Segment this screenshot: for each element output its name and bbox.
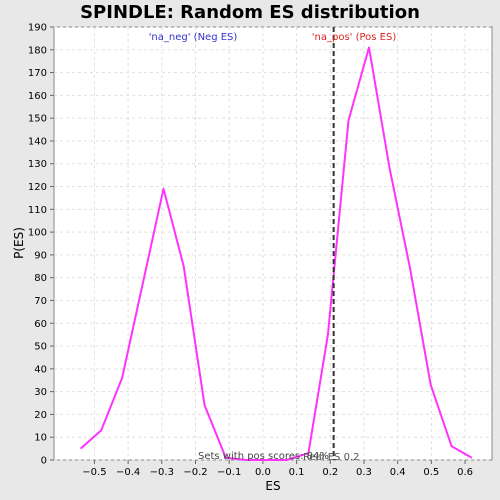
y-tick-label: 50 [34,342,47,353]
x-tick-label: −0.1 [217,467,241,478]
neg-es-label: 'na_neg' (Neg ES) [149,32,238,43]
y-tick-label: 20 [34,410,47,421]
x-axis-label: ES [265,479,280,493]
x-tick-label: 0.1 [289,467,305,478]
y-tick-label: 150 [28,114,47,125]
y-tick-label: 70 [34,296,47,307]
grid [54,26,492,461]
y-tick-label: 140 [28,136,47,147]
x-tick-label: −0.4 [116,467,140,478]
x-tick-label: −0.5 [82,467,106,478]
x-tick-label: 0.2 [322,467,338,478]
y-tick-label: 90 [34,250,47,261]
chart-title: SPINDLE: Random ES distribution [80,2,420,23]
y-tick-label: 180 [28,45,47,56]
x-tick-label: 0.6 [457,467,473,478]
x-tick-label: 0.0 [255,467,271,478]
y-tick-label: 100 [28,228,47,239]
pos-scores-note: Sets with pos scores: 84% [198,451,329,462]
y-tick-label: 160 [28,91,47,102]
y-tick-label: 120 [28,182,47,193]
y-tick-label: 30 [34,387,47,398]
y-tick-label: 110 [28,205,47,216]
series [79,46,473,461]
x-tick-label: −0.3 [150,467,174,478]
y-tick-label: 60 [34,319,47,330]
x-tick-label: −0.2 [183,467,207,478]
y-tick-label: 40 [34,364,47,375]
x-tick-label: 0.4 [390,467,406,478]
plot-area [53,26,493,461]
real-es-label: Real ES 0.2 [303,452,359,463]
y-tick-label: 80 [34,273,47,284]
y-tick-label: 170 [28,68,47,79]
y-tick-label: 130 [28,159,47,170]
series-line [79,46,473,461]
y-axis-label: P(ES) [12,227,26,259]
y-tick-label: 0 [41,456,47,467]
pos-es-label: 'na_pos' (Pos ES) [312,32,397,43]
x-tick-label: 0.3 [356,467,372,478]
y-tick-label: 190 [28,23,47,34]
axes: 0 10 20 30 40 50 60 70 80 90 100 110 120 130 140 150 160… [28,23,473,479]
y-tick-label: 10 [34,433,47,444]
x-tick-label: 0.5 [423,467,439,478]
